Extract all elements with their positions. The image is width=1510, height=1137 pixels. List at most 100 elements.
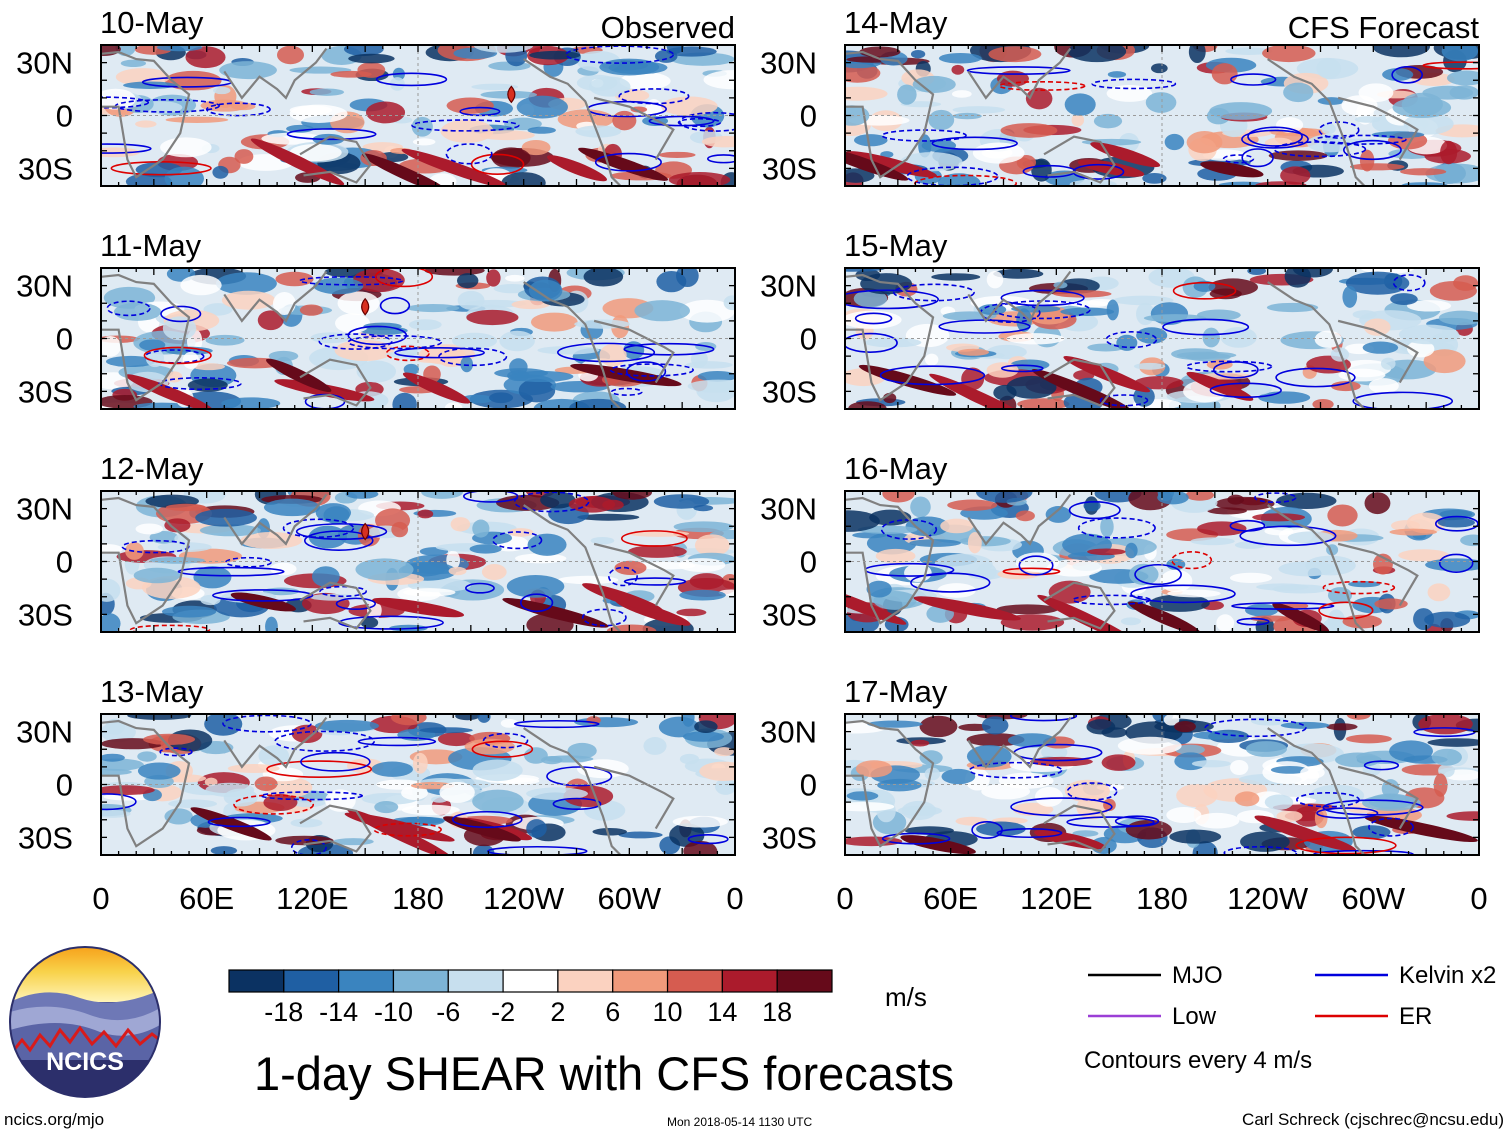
coastline <box>1043 804 1116 853</box>
shear-cell <box>1113 295 1174 306</box>
shear-cell <box>1278 561 1336 577</box>
wave-contour <box>1077 517 1156 539</box>
wave-contour <box>319 585 367 598</box>
shear-cell <box>897 805 943 816</box>
shear-cell <box>540 491 576 509</box>
shear-cell <box>869 509 912 526</box>
legend-label: ER <box>1399 1003 1432 1030</box>
wave-contour <box>609 363 694 377</box>
shear-cell <box>277 45 304 65</box>
shear-cell <box>137 762 181 780</box>
colorbar-box <box>666 969 723 993</box>
shear-cell <box>213 86 231 95</box>
wave-contour <box>1230 73 1277 86</box>
wave-contour <box>379 296 411 315</box>
footer-source-link[interactable]: ncics.org/mjo <box>4 1110 105 1129</box>
colorbar-box <box>392 969 449 993</box>
shear-cell <box>1229 572 1273 583</box>
shear-cell <box>472 519 490 538</box>
shear-cell <box>924 767 941 781</box>
wave-contour <box>286 128 377 141</box>
wave-contour <box>854 312 893 325</box>
shear-jet <box>845 583 907 625</box>
shear-cell <box>867 720 923 728</box>
shear-cell <box>1129 563 1159 586</box>
map-panel-14-May: 14-May CFS Forecast 30N 0 30S <box>760 5 1480 187</box>
shear-cell <box>215 272 277 295</box>
shear-jet <box>266 358 332 392</box>
coastline <box>1337 319 1419 384</box>
shear-jet <box>1090 142 1161 168</box>
wave-contour <box>1010 797 1113 817</box>
contour-note: Contours every 4 m/s <box>1084 1047 1312 1074</box>
shear-cell <box>701 136 735 148</box>
wave-contour <box>1209 382 1282 399</box>
logo-text: NCICS <box>46 1048 124 1076</box>
shear-cell <box>1046 559 1102 577</box>
shear-cell <box>703 70 735 90</box>
coastline <box>299 358 372 407</box>
shear-cell <box>612 491 653 500</box>
shear-cell <box>1446 811 1479 821</box>
shear-cell <box>1441 45 1479 62</box>
y-tick-label: 30S <box>762 597 817 632</box>
map-panel-17-May: 17-May 30N 0 30S <box>760 674 1480 856</box>
shear-cell <box>389 77 405 91</box>
shear-cell <box>526 819 547 838</box>
y-tick-label: 0 <box>800 322 817 357</box>
y-tick-label: 30N <box>16 715 73 750</box>
shear-cell <box>1316 58 1342 79</box>
shear-cell <box>912 75 956 93</box>
shear-cell <box>846 791 879 801</box>
coastline <box>523 58 622 186</box>
shear-cell <box>1166 807 1202 824</box>
shear-cell <box>516 95 568 119</box>
wave-contour <box>1247 126 1303 147</box>
coastline <box>845 273 935 402</box>
shear-jet <box>344 812 455 842</box>
wave-contour <box>519 593 554 613</box>
shear-jet <box>1031 369 1133 409</box>
wave-contour <box>445 143 493 165</box>
wave-contour <box>513 719 600 729</box>
wave-contour <box>581 608 627 627</box>
shear-cell <box>521 139 551 156</box>
wave-contour <box>1275 367 1356 388</box>
shear-cell <box>115 68 170 86</box>
shear-cell <box>257 310 284 331</box>
shear-cell <box>951 90 972 98</box>
shear-cell <box>1389 528 1438 536</box>
shear-cell <box>1035 786 1063 807</box>
shear-cell <box>1133 362 1166 370</box>
wave-contour <box>1352 391 1454 409</box>
wave-contour <box>677 117 722 128</box>
shear-jet <box>125 374 214 409</box>
wave-contour <box>303 530 374 552</box>
map-panel-15-May: 15-May 30N 0 30S <box>760 228 1480 410</box>
shear-cell <box>204 777 218 787</box>
wave-contour <box>1231 602 1335 610</box>
coastline <box>593 765 675 830</box>
coastline <box>1337 765 1419 830</box>
shear-cell <box>500 718 518 728</box>
coastline <box>223 270 328 323</box>
shear-jet <box>443 816 521 842</box>
wave-contour <box>335 597 377 610</box>
wave-contour <box>1422 61 1479 70</box>
shear-cell <box>1264 794 1294 810</box>
shear-cell <box>1346 714 1371 720</box>
shear-cell <box>412 752 428 774</box>
shear-cell <box>1227 494 1245 505</box>
shear-cell <box>1087 548 1126 556</box>
colorbar-box <box>447 969 504 993</box>
x-tick-label: 0 <box>92 881 109 916</box>
colorbar-box <box>776 969 833 993</box>
shear-cell <box>272 292 296 315</box>
shear-cell <box>270 562 297 576</box>
wave-contour <box>557 342 656 363</box>
shear-cell <box>526 787 588 800</box>
shear-cell <box>961 367 985 391</box>
shear-cell <box>614 560 647 576</box>
shear-cell <box>355 558 414 581</box>
wave-contour <box>623 342 715 356</box>
